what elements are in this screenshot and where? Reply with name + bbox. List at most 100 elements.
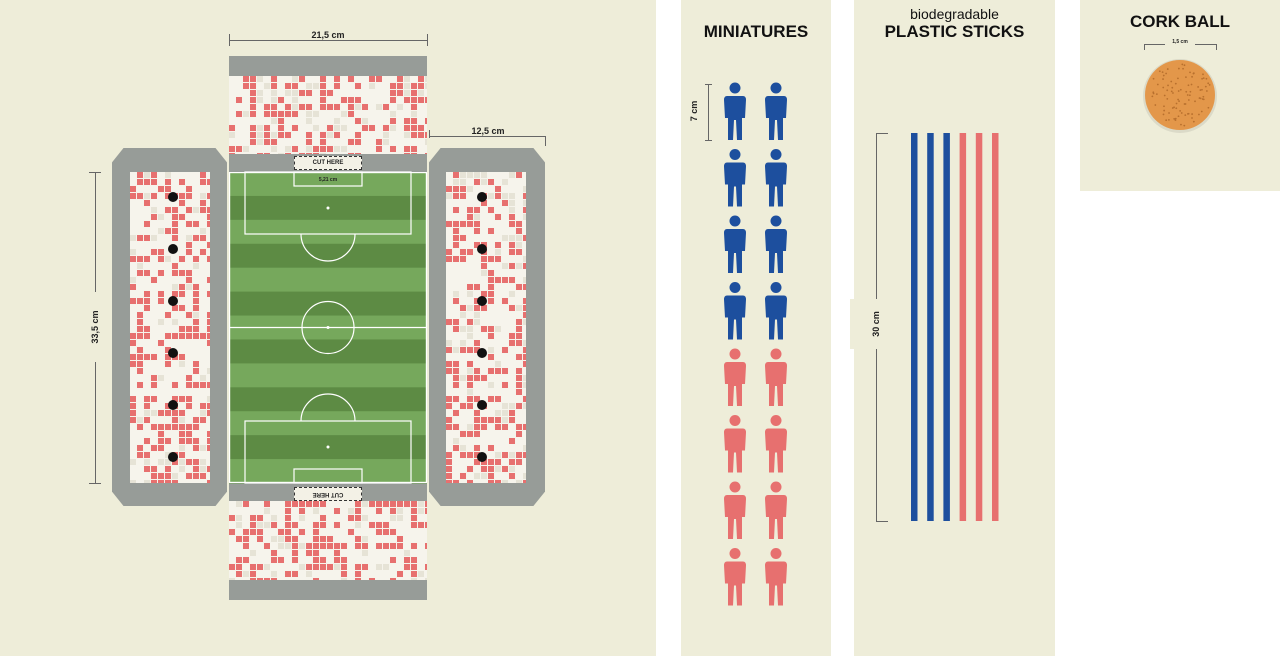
stand-seat <box>172 207 178 213</box>
stand-seat <box>474 347 480 353</box>
stand-seat <box>411 90 417 96</box>
stand-seat <box>453 480 459 483</box>
stand-seat <box>411 557 417 563</box>
cork-grain <box>1151 95 1154 98</box>
cork-grain <box>1202 98 1205 101</box>
stand-seat <box>467 172 473 178</box>
stand-seat <box>523 424 526 430</box>
stand-seat <box>509 333 515 339</box>
stand-seat <box>207 480 210 483</box>
stand-seat <box>495 368 501 374</box>
stand-seat <box>390 543 396 549</box>
cork-grain <box>1175 102 1178 105</box>
stand-seat <box>355 578 361 580</box>
stand-seat <box>313 536 319 542</box>
stand-seat <box>334 564 340 570</box>
rod-hole-right <box>477 244 487 254</box>
stand-seat <box>285 111 291 117</box>
stand-seat <box>271 90 277 96</box>
stand-seat <box>158 459 164 465</box>
stand-seat <box>144 403 150 409</box>
stand-seat <box>320 522 326 528</box>
stand-seat <box>292 90 298 96</box>
stand-seat <box>523 214 526 220</box>
stand-seat <box>495 480 501 483</box>
cork-grain <box>1183 103 1186 105</box>
stand-seat <box>516 172 522 178</box>
stand-seat <box>130 410 136 416</box>
cork-grain <box>1191 113 1194 115</box>
stand-seat <box>460 452 466 458</box>
stand-seat <box>250 90 256 96</box>
stand-seat <box>292 501 298 507</box>
bottom-frame <box>229 580 427 600</box>
stand-seat <box>376 146 382 152</box>
stand-seat <box>200 333 206 339</box>
stand-seat <box>130 277 136 283</box>
cork-grain <box>1192 120 1195 123</box>
stand-seat <box>341 578 347 580</box>
stand-seat <box>355 543 361 549</box>
stand-seat <box>292 76 298 82</box>
stand-seat <box>137 319 143 325</box>
stand-seat <box>390 529 396 535</box>
stand-seat <box>320 97 326 103</box>
stand-seat <box>130 417 136 423</box>
stand-seat <box>130 193 136 199</box>
stand-seat <box>355 139 361 145</box>
cork-grain <box>1155 93 1158 95</box>
figure-body <box>765 96 787 140</box>
figure-head <box>770 215 782 227</box>
cork-grain <box>1180 123 1182 126</box>
stand-seat <box>453 186 459 192</box>
stand-seat <box>334 132 340 138</box>
stand-seat <box>200 207 206 213</box>
stand-seat <box>341 97 347 103</box>
figure-body <box>765 362 787 406</box>
cork-grain <box>1165 72 1168 75</box>
stand-seat <box>158 298 164 304</box>
stand-seat <box>488 347 494 353</box>
plastic-sticks <box>911 133 999 521</box>
ball-diameter-tick-left <box>1144 44 1145 50</box>
stand-seat <box>404 153 410 154</box>
stand-seat <box>207 431 210 437</box>
stand-seat <box>425 522 427 528</box>
stand-seat <box>446 466 452 472</box>
stand-seat <box>460 340 466 346</box>
figure-body <box>724 96 746 140</box>
stand-seat <box>158 424 164 430</box>
stand-seat <box>516 382 522 388</box>
stand-seat <box>341 571 347 577</box>
stand-seat <box>355 536 361 542</box>
stick <box>975 133 983 521</box>
cork-grain <box>1173 106 1175 109</box>
stand-seat <box>495 424 501 430</box>
stand-seat <box>229 578 235 580</box>
stand-seat <box>271 97 277 103</box>
stand-seat <box>404 132 410 138</box>
stand-seat <box>383 139 389 145</box>
stand-seat <box>446 319 452 325</box>
stand-seat <box>355 564 361 570</box>
pitch-stripe <box>229 243 427 269</box>
stand-seat <box>397 83 403 89</box>
stand-seat <box>130 459 136 465</box>
figure-body <box>765 295 787 340</box>
stand-seat <box>144 466 150 472</box>
stand-seat <box>467 382 473 388</box>
stand-seat <box>207 193 210 199</box>
stand-seat <box>369 501 375 507</box>
stand-seat <box>348 508 354 514</box>
stand-seat <box>179 445 185 451</box>
stand-seat <box>144 410 150 416</box>
stand-seat <box>144 270 150 276</box>
cork-grain <box>1172 92 1174 94</box>
stand-seat <box>158 319 164 325</box>
miniature-figure <box>724 415 746 473</box>
stand-seat <box>229 125 235 131</box>
stand-seat <box>348 515 354 521</box>
stand-seat <box>130 354 136 360</box>
cork-grain <box>1173 118 1176 120</box>
stand-seat <box>271 132 277 138</box>
